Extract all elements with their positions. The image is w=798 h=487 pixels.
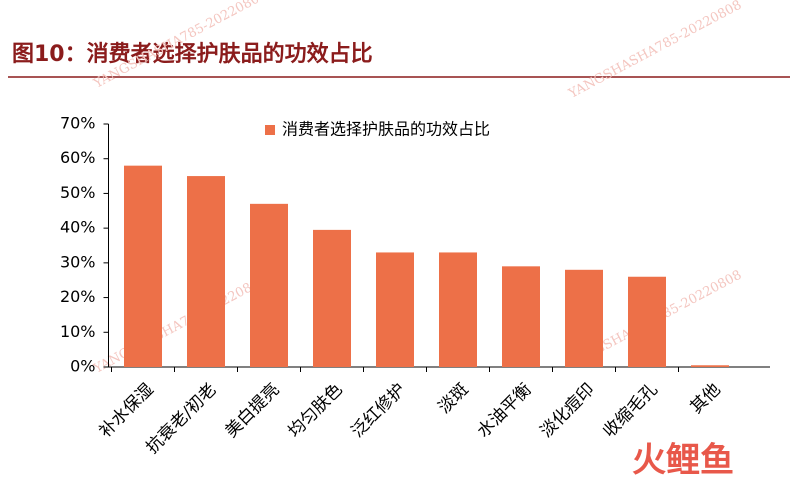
bar [124,165,162,367]
x-tick-label: 补水保湿 [95,380,157,442]
bar [187,176,225,367]
watermark: YANGSHASHA785-20220808 [566,0,745,102]
x-tick-label: 其他 [687,380,725,418]
bar [250,203,288,367]
x-tick-label: 均匀肤色 [284,380,346,442]
y-tick-label: 30% [60,252,96,271]
bar [565,269,603,367]
chart-title: 图10：消费者选择护肤品的功效占比 [12,41,373,67]
y-tick-label: 0% [70,357,95,376]
bar [313,229,351,367]
x-tick-label: 泛红修护 [347,380,409,442]
bar [439,252,477,367]
x-tick-label: 收缩毛孔 [599,380,661,442]
x-tick-label: 美白提亮 [221,380,283,442]
bar [376,252,414,367]
bar [691,365,729,367]
y-tick-label: 10% [60,322,96,341]
bar [502,266,540,367]
y-tick-label: 20% [60,287,96,306]
y-tick-label: 60% [60,148,96,167]
legend-swatch [265,125,275,135]
x-tick-label: 水油平衡 [473,380,535,442]
bar [628,276,666,367]
watermark: YANGSHASHA785-20220808 [91,273,270,377]
x-tick-label: 淡斑 [435,380,473,418]
x-tick-label: 淡化痘印 [536,380,598,442]
y-tick-label: 40% [60,218,96,237]
legend-label: 消费者选择护肤品的功效占比 [282,120,490,139]
y-tick-label: 70% [60,114,96,133]
logo: 火鲤鱼 [632,441,734,481]
y-tick-label: 50% [60,183,96,202]
